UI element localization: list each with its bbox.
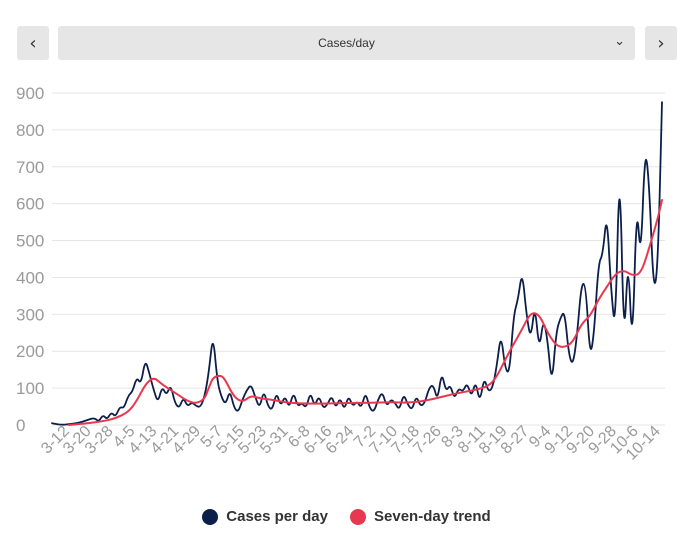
- cases-line-chart: 01002003004005006007008009003-123-203-28…: [16, 84, 665, 464]
- y-tick-label: 200: [16, 342, 44, 361]
- y-tick-label: 800: [16, 121, 44, 140]
- chevron-down-icon: ⌄: [614, 34, 625, 49]
- y-tick-label: 700: [16, 158, 44, 177]
- legend-item-cases[interactable]: Cases per day: [202, 508, 328, 525]
- legend-label: Seven-day trend: [374, 508, 491, 525]
- next-chart-button[interactable]: ›: [645, 26, 677, 60]
- chevron-left-icon: ‹: [29, 32, 37, 54]
- chart-type-select[interactable]: Cases/day ⌄: [58, 26, 635, 60]
- legend-dot-icon: [202, 508, 219, 525]
- previous-chart-button[interactable]: ‹: [17, 26, 49, 60]
- y-tick-label: 300: [16, 305, 44, 324]
- select-value: Cases/day: [318, 36, 375, 50]
- seven-day-trend-line: [67, 199, 663, 426]
- y-tick-label: 600: [16, 195, 44, 214]
- cases-per-day-line: [51, 101, 663, 426]
- legend-item-trend[interactable]: Seven-day trend: [350, 508, 491, 525]
- y-tick-label: 400: [16, 268, 44, 287]
- y-tick-label: 0: [16, 416, 25, 435]
- legend-dot-icon: [350, 508, 366, 525]
- legend-label: Cases per day: [226, 508, 328, 525]
- chevron-right-icon: ›: [657, 32, 665, 54]
- y-tick-label: 900: [16, 84, 44, 103]
- legend: Cases per day Seven-day trend: [0, 508, 693, 525]
- y-tick-label: 500: [16, 232, 44, 251]
- y-tick-label: 100: [16, 379, 44, 398]
